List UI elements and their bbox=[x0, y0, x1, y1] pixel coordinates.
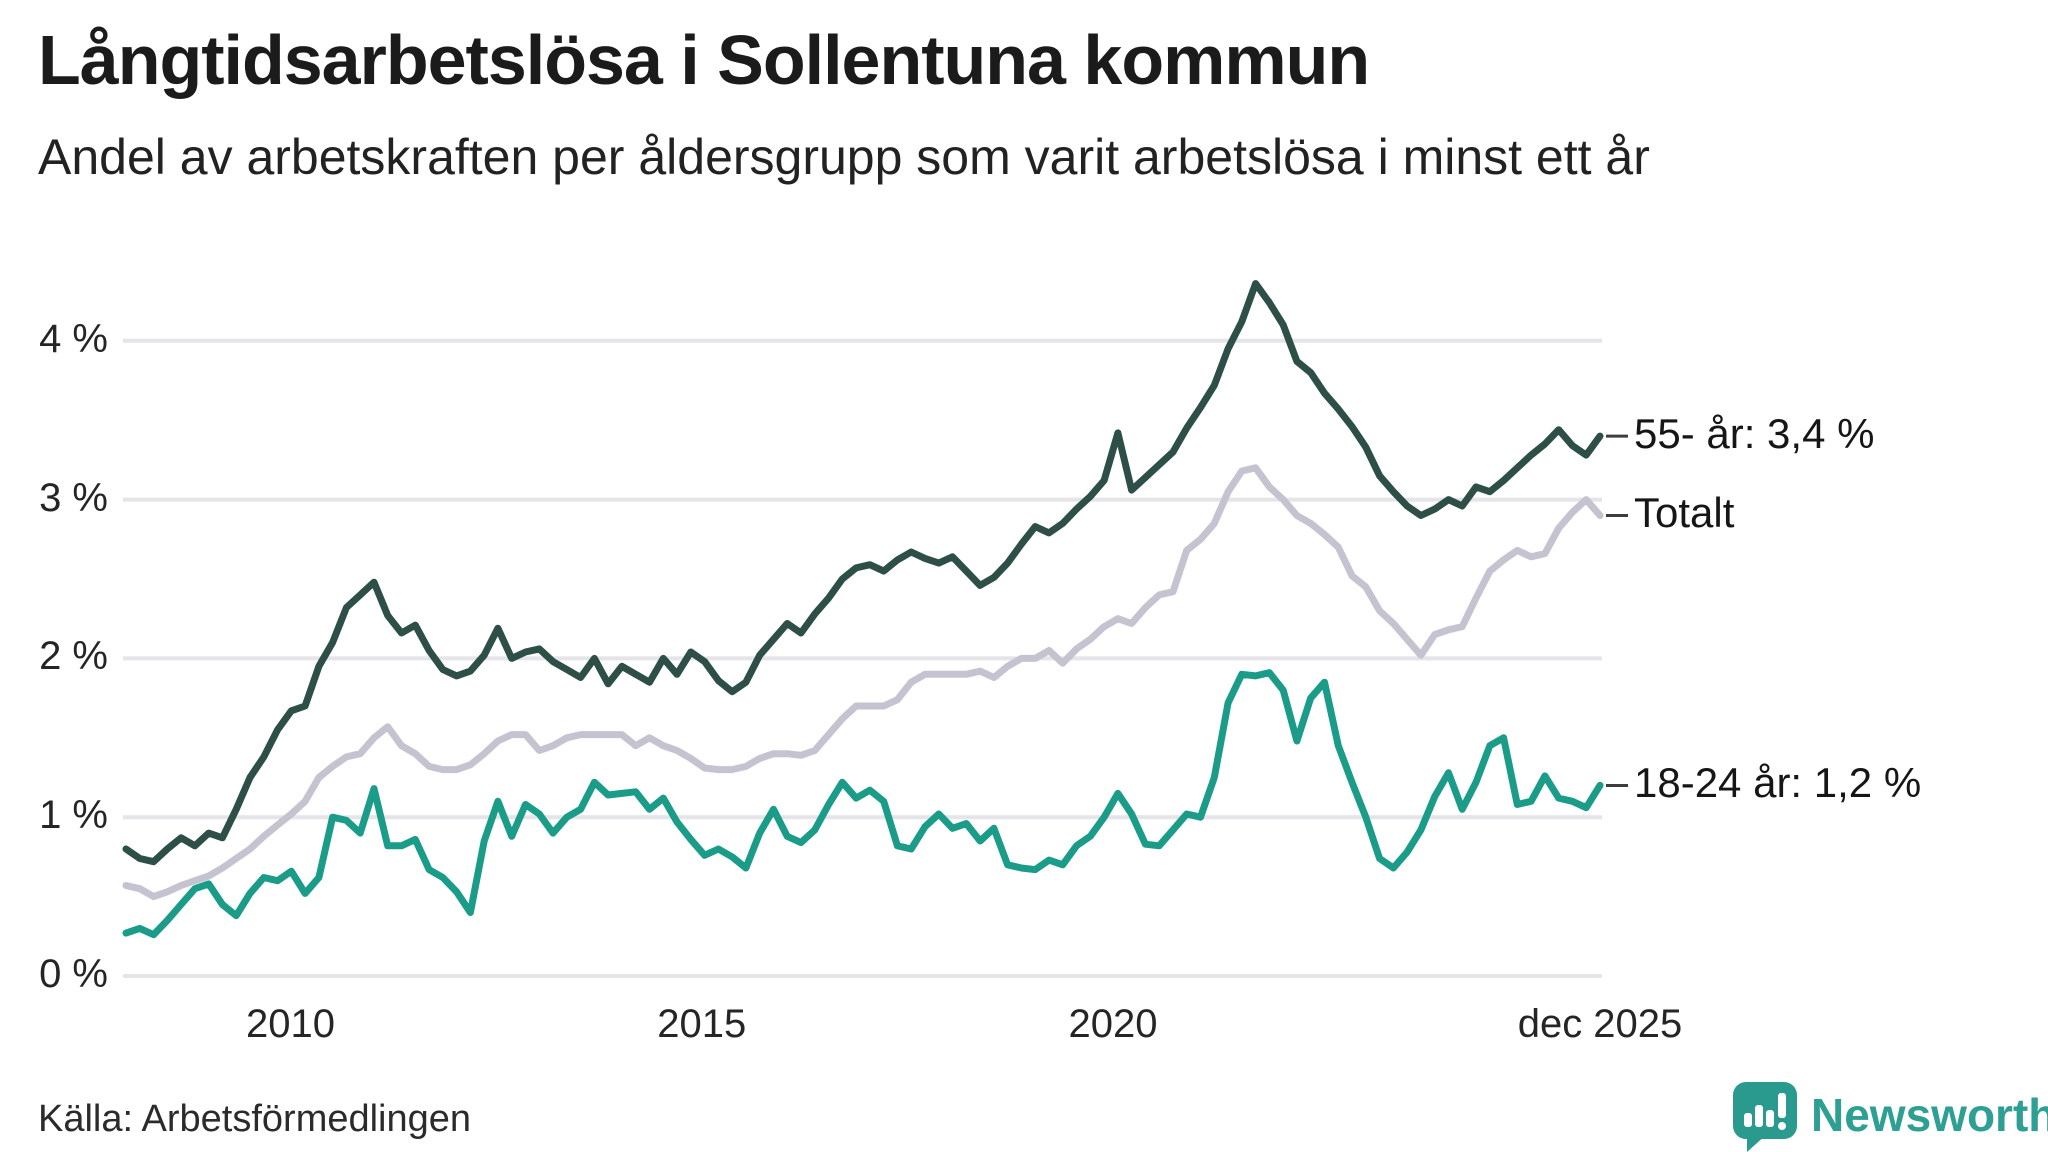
y-tick-label-0: 0 % bbox=[39, 952, 108, 996]
series-label-18-24-r: 18-24 år: 1,2 % bbox=[1634, 759, 1922, 807]
logo-bar-1 bbox=[1744, 1113, 1752, 1127]
x-tick-label-2015: 2015 bbox=[657, 1002, 747, 1046]
series-line-55-r bbox=[122, 280, 1604, 866]
x-tick-label-2020: 2020 bbox=[1068, 1002, 1158, 1046]
logo-bar-2 bbox=[1755, 1105, 1763, 1127]
y-tick-label-2: 2 % bbox=[39, 634, 108, 679]
series-line-18-24-r bbox=[122, 669, 1604, 939]
x-tick-label-2010: 2010 bbox=[246, 1002, 335, 1046]
newsworthy-logo: Newsworthy bbox=[1733, 1080, 2048, 1152]
series-label-55-r: 55- år: 3,4 % bbox=[1634, 410, 1875, 458]
logo-speech-bubble-tail bbox=[1747, 1135, 1766, 1152]
logo-bar-3 bbox=[1766, 1110, 1774, 1127]
source-attribution: Källa: Arbetsförmedlingen bbox=[38, 1098, 472, 1140]
logo-exclamation-bar bbox=[1778, 1093, 1786, 1118]
logo-bar-chart-icon bbox=[1733, 1082, 1797, 1139]
series-label-totalt: Totalt bbox=[1634, 489, 1735, 537]
series-line-totalt bbox=[122, 464, 1604, 901]
y-tick-label-4: 4 % bbox=[39, 316, 108, 361]
logo-exclamation-dot bbox=[1778, 1122, 1786, 1130]
logo-wordmark: Newsworthy bbox=[1811, 1089, 2048, 1141]
x-tick-label-dec-2025: dec 2025 bbox=[1517, 1002, 1683, 1046]
y-tick-label-3: 3 % bbox=[39, 475, 108, 520]
page-title: Långtidsarbetslösa i Sollentuna kommun bbox=[38, 21, 1370, 99]
y-tick-label-1: 1 % bbox=[39, 793, 108, 838]
chart-subtitle: Andel av arbetskraften per åldersgrupp s… bbox=[38, 129, 1650, 185]
